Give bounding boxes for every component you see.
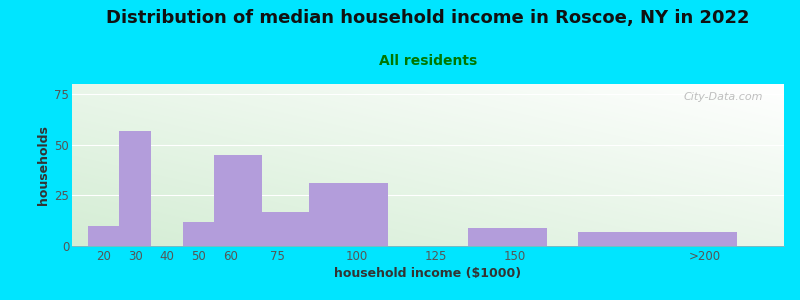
Bar [88, 226, 119, 246]
X-axis label: household income ($1000): household income ($1000) [334, 267, 522, 280]
Text: All residents: All residents [379, 54, 477, 68]
Text: Distribution of median household income in Roscoe, NY in 2022: Distribution of median household income … [106, 9, 750, 27]
Bar [182, 222, 214, 246]
Text: City-Data.com: City-Data.com [683, 92, 762, 102]
Y-axis label: households: households [37, 125, 50, 205]
Bar [310, 183, 389, 246]
Bar [467, 228, 546, 246]
Bar [578, 232, 737, 246]
Bar [214, 155, 262, 246]
Bar [119, 130, 151, 246]
Bar [262, 212, 310, 246]
